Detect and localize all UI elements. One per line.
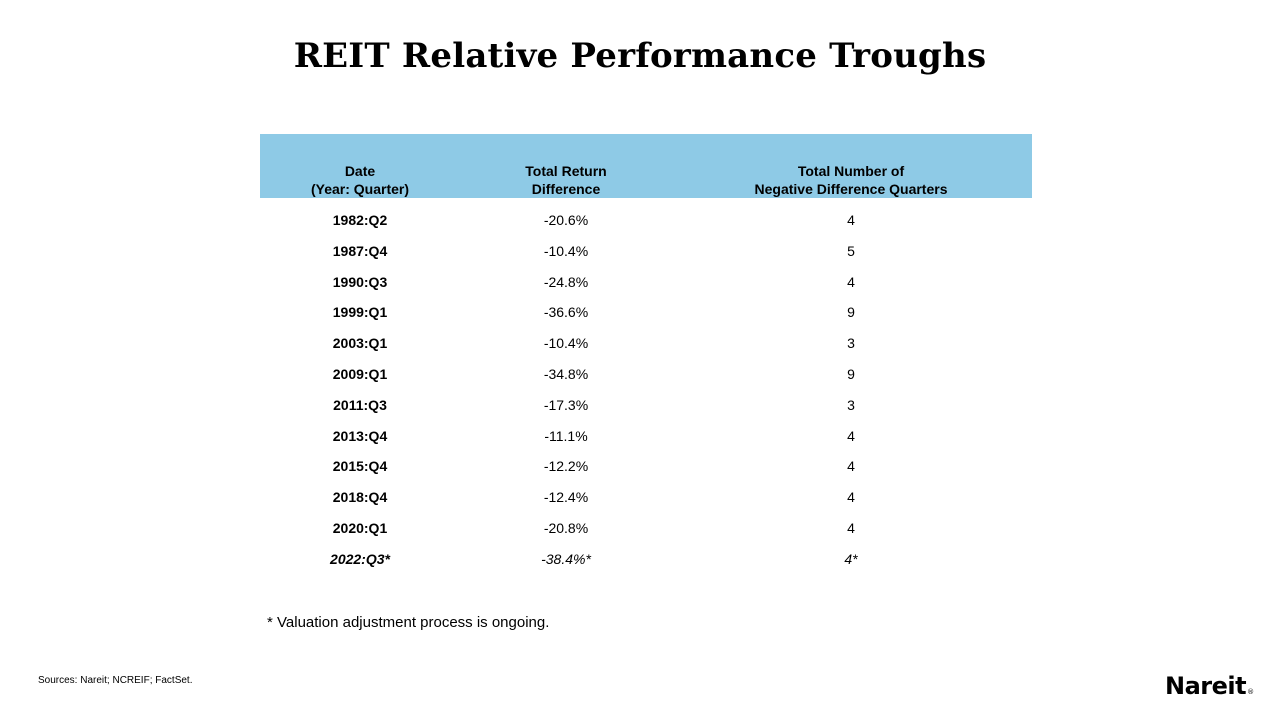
table-row-ongoing: 2022:Q3* -38.4%* 4* [260,544,1032,575]
table-row: 2011:Q3 -17.3% 3 [260,390,1032,421]
cell-date: 1999:Q1 [332,304,388,321]
footnote: * Valuation adjustment process is ongoin… [267,614,550,631]
header-count-line1: Total Number of [797,163,905,179]
cell-date: 2003:Q1 [332,335,388,352]
cell-count: 4 [847,519,855,536]
table-row: 1990:Q3 -24.8% 4 [260,267,1032,298]
header-return-line1: Total Return [525,163,607,179]
cell-date: 2018:Q4 [332,489,388,506]
header-count: Total Number of Negative Difference Quar… [726,162,976,198]
cell-return: -10.4% [543,242,589,259]
table-row: 2009:Q1 -34.8% 9 [260,359,1032,390]
cell-count: 4 [847,212,855,228]
page-title: REIT Relative Performance Troughs [293,36,987,76]
cell-count: 4* [844,550,858,567]
table-row: 2018:Q4 -12.4% 4 [260,482,1032,513]
cell-return: -20.8% [543,519,589,536]
cell-count: 3 [847,335,855,352]
cell-return: -11.1% [544,427,588,444]
cell-return: -10.4% [543,335,589,352]
table-body: 1982:Q2 -20.6% 4 1987:Q4 -10.4% 5 1990:Q… [260,205,1032,575]
troughs-table: Date (Year: Quarter) Total Return Differ… [260,134,1032,575]
cell-date: 1987:Q4 [332,242,388,259]
cell-return: -17.3% [543,396,589,413]
cell-return: -12.2% [543,458,589,475]
cell-date: 2020:Q1 [332,519,388,536]
cell-count: 3 [847,396,855,413]
table-header: Date (Year: Quarter) Total Return Differ… [260,134,1032,198]
header-date-line2: (Year: Quarter) [310,181,410,197]
cell-date: 1982:Q2 [332,212,388,228]
cell-count: 9 [847,365,855,382]
cell-date: 2011:Q3 [333,396,387,413]
cell-return: -36.6% [543,304,589,321]
cell-return: -24.8% [543,273,589,290]
cell-date: 2013:Q4 [332,427,388,444]
header-return: Total Return Difference [466,162,666,198]
cell-return: -12.4% [543,489,589,506]
cell-count: 4 [847,458,855,475]
header-date: Date (Year: Quarter) [260,162,460,198]
registered-mark: ® [1247,688,1254,696]
cell-date: 2022:Q3* [330,550,390,567]
cell-date: 2009:Q1 [332,365,388,382]
sources-note: Sources: Nareit; NCREIF; FactSet. [38,675,193,686]
cell-date: 1990:Q3 [332,273,388,290]
nareit-logo: Nareit® [1165,672,1254,700]
cell-return: -38.4%* [541,550,591,567]
cell-return: -34.8% [543,365,589,382]
cell-date: 2015:Q4 [332,458,388,475]
header-count-line2: Negative Difference Quarters [754,181,948,197]
table-row: 2020:Q1 -20.8% 4 [260,513,1032,544]
cell-count: 5 [847,242,855,259]
cell-count: 9 [847,304,855,321]
table-row: 1999:Q1 -36.6% 9 [260,297,1032,328]
table-row: 2003:Q1 -10.4% 3 [260,328,1032,359]
table-row: 2015:Q4 -12.2% 4 [260,451,1032,482]
cell-count: 4 [847,489,855,506]
table-row: 1982:Q2 -20.6% 4 [260,205,1032,236]
cell-return: -20.6% [543,212,589,228]
logo-text: Nareit [1165,672,1247,700]
header-date-line1: Date [344,163,376,179]
table-row: 1987:Q4 -10.4% 5 [260,236,1032,267]
header-return-line2: Difference [531,181,601,197]
cell-count: 4 [847,273,855,290]
table-row: 2013:Q4 -11.1% 4 [260,421,1032,452]
cell-count: 4 [847,427,855,444]
